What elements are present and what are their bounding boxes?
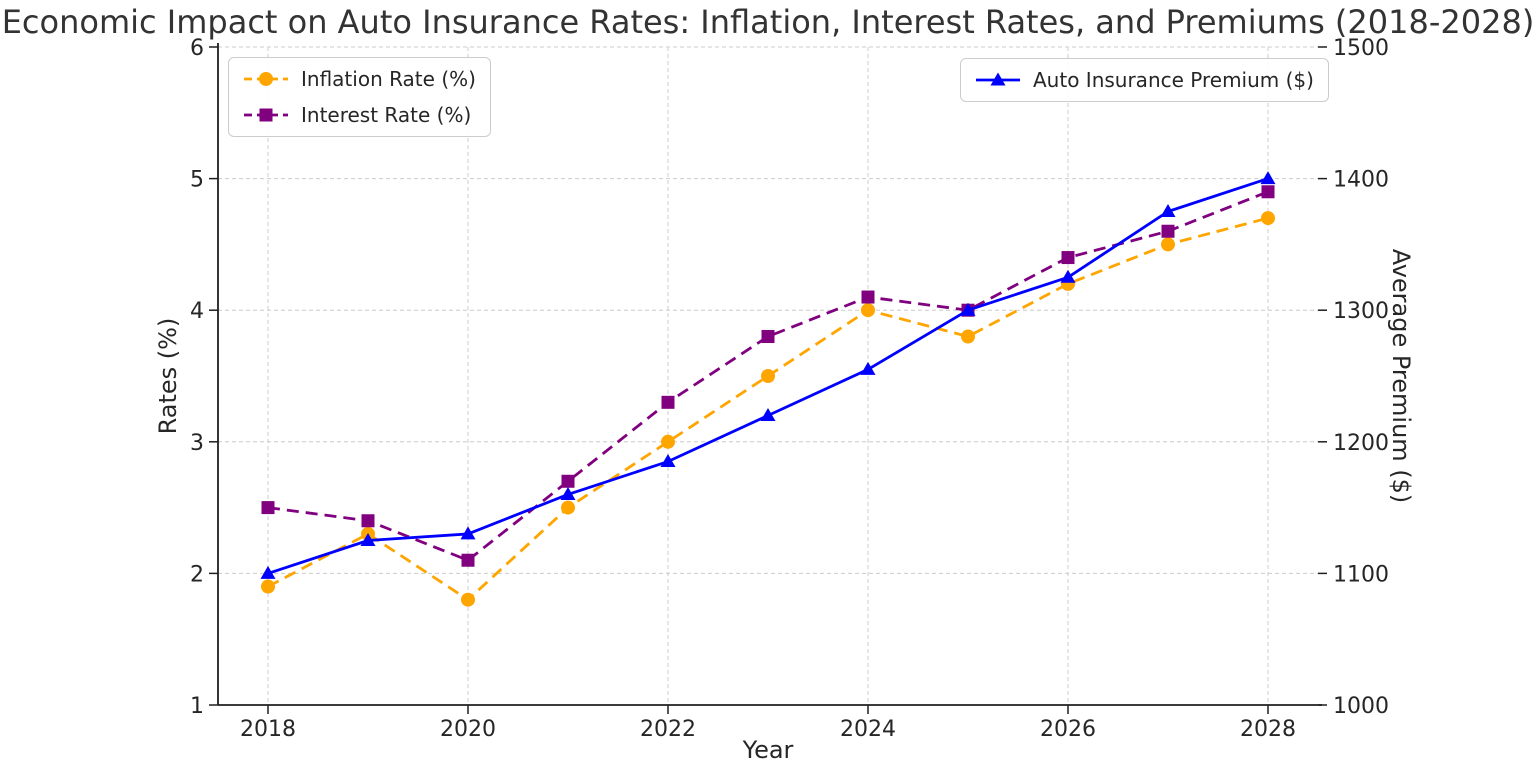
legend-label: Auto Insurance Premium ($) — [1033, 68, 1314, 92]
data-point-square — [1261, 185, 1275, 199]
data-point-square — [461, 553, 475, 567]
data-point-circle — [561, 500, 575, 515]
data-point-circle — [259, 72, 273, 86]
data-point-circle — [1261, 211, 1275, 226]
x-tick-label: 2028 — [1240, 717, 1296, 742]
y-right-tick-label: 1400 — [1333, 168, 1389, 193]
y-left-tick-label: 3 — [190, 431, 204, 456]
y-right-tick-label: 1000 — [1333, 694, 1389, 719]
legend-label: Inflation Rate (%) — [301, 67, 476, 91]
y-right-tick-label: 1200 — [1333, 431, 1389, 456]
data-point-circle — [1161, 237, 1175, 252]
data-point-triangle — [1260, 171, 1276, 185]
chart-title: Economic Impact on Auto Insurance Rates:… — [1, 3, 1535, 41]
x-tick-label: 2022 — [640, 717, 696, 742]
data-point-square — [361, 514, 375, 528]
series-auto-insurance-premium — [260, 171, 1276, 579]
y-left-tick-label: 2 — [190, 562, 204, 587]
x-tick-label: 2024 — [840, 717, 896, 742]
series-line — [267, 190, 1269, 562]
data-point-triangle — [560, 486, 576, 500]
y-axis-label-right: Average Premium ($) — [1387, 248, 1415, 504]
data-point-circle — [861, 303, 875, 318]
legend-swatch-circle-icon — [244, 72, 288, 86]
y-right-tick-label: 1300 — [1333, 299, 1389, 324]
data-point-triangle — [660, 454, 676, 468]
legend-label: Interest Rate (%) — [301, 103, 472, 127]
data-point-triangle — [760, 407, 776, 421]
data-point-circle — [661, 434, 675, 449]
data-point-circle — [761, 369, 775, 383]
data-point-square — [1161, 224, 1175, 238]
data-point-triangle — [360, 533, 376, 546]
data-point-triangle — [260, 565, 276, 579]
legend-item: Auto Insurance Premium ($) — [975, 68, 1314, 92]
y-left-tick-label: 1 — [190, 694, 204, 719]
y-axis-label-left: Rates (%) — [154, 317, 182, 435]
y-left-tick-label: 6 — [190, 36, 204, 61]
data-point-triangle — [1060, 269, 1076, 283]
data-point-triangle — [990, 72, 1006, 86]
legend-premium: Auto Insurance Premium ($) — [960, 58, 1329, 102]
tick-marks — [209, 46, 1327, 714]
data-point-triangle — [460, 526, 476, 540]
axes-spines — [217, 43, 1322, 706]
data-point-square — [561, 474, 575, 488]
series-inflation-rate — [261, 211, 1275, 607]
data-point-triangle — [860, 361, 876, 375]
x-tick-label: 2026 — [1040, 717, 1096, 742]
data-point-square — [259, 108, 273, 122]
legend-swatch-square-icon — [244, 108, 288, 122]
x-tick-label: 2020 — [440, 717, 496, 742]
tick-labels: 2018 2020 2022 2024 2026 2028 1 2 3 4 5 6 1000 1100 12… — [190, 36, 1389, 742]
legend-item: Inflation Rate (%) — [243, 67, 476, 91]
data-point-square — [761, 330, 775, 344]
data-point-square — [1061, 251, 1075, 265]
gridlines — [218, 46, 1318, 705]
data-point-circle — [461, 592, 475, 607]
y-right-tick-label: 1100 — [1333, 562, 1389, 587]
x-axis-label: Year — [742, 736, 794, 764]
data-point-triangle — [960, 302, 976, 316]
legend-swatch-triangle-icon — [976, 72, 1020, 86]
data-point-circle — [261, 579, 275, 594]
y-right-tick-label: 1500 — [1333, 36, 1389, 61]
data-point-square — [661, 395, 675, 409]
data-point-circle — [961, 329, 975, 344]
x-tick-label: 2018 — [240, 717, 296, 742]
data-point-square — [861, 290, 875, 304]
data-point-triangle — [1160, 204, 1176, 217]
y-left-tick-label: 4 — [190, 299, 204, 324]
legend-rates: Inflation Rate (%) Interest Rate (%) — [228, 57, 491, 137]
legend-item: Interest Rate (%) — [243, 103, 476, 127]
data-point-square — [261, 501, 275, 515]
y-left-tick-label: 5 — [190, 168, 204, 193]
